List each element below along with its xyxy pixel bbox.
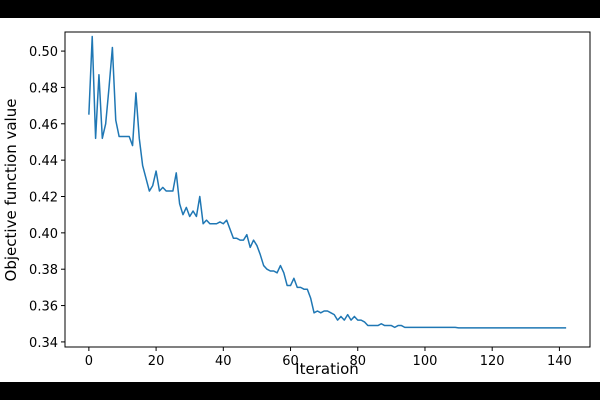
axes-frame: [64, 31, 591, 348]
y-tick-label: 0.38: [29, 263, 58, 278]
x-tick-label: 120: [480, 354, 505, 369]
x-tick-label: 60: [282, 354, 299, 369]
y-tick-label: 0.40: [29, 227, 58, 242]
x-tick-label: 20: [148, 354, 165, 369]
y-tick-label: 0.36: [29, 300, 58, 315]
x-tick-label: 40: [215, 354, 232, 369]
y-tick-label: 0.46: [29, 118, 58, 133]
letterbox-bottom: [0, 382, 600, 400]
x-tick-label: 80: [349, 354, 366, 369]
y-tick-label: 0.50: [29, 45, 58, 60]
y-tick-label: 0.48: [29, 81, 58, 96]
x-tick-label: 100: [413, 354, 438, 369]
x-tick-label: 0: [85, 354, 93, 369]
letterbox-top: [0, 0, 600, 18]
x-tick-label: 140: [547, 354, 572, 369]
y-tick-label: 0.42: [29, 190, 58, 205]
y-axis-label: Objective function value: [2, 99, 20, 282]
y-tick-label: 0.34: [29, 336, 58, 351]
data-line: [88, 35, 567, 329]
x-axis-label: Iteration: [295, 360, 359, 378]
y-tick-label: 0.44: [29, 154, 58, 169]
